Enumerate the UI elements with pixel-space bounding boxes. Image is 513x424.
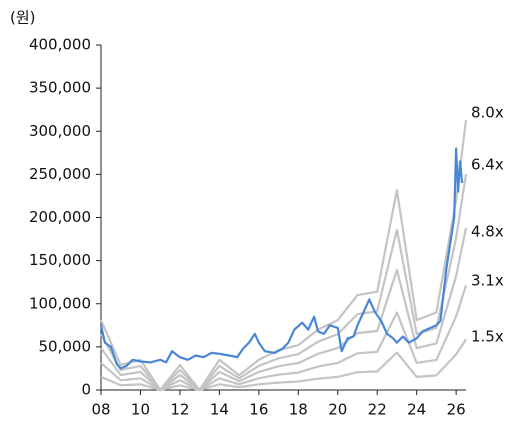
y-tick-label: 400,000 xyxy=(29,36,91,54)
y-tick-label: 200,000 xyxy=(29,208,91,226)
band-line xyxy=(100,338,467,392)
y-tick-label: 150,000 xyxy=(29,251,91,269)
y-tick-label: 250,000 xyxy=(29,165,91,183)
y-tick-label: 100,000 xyxy=(29,294,91,312)
x-tick-label: 20 xyxy=(328,401,347,419)
y-tick-label: 350,000 xyxy=(29,79,91,97)
band-label: 6.4x xyxy=(471,156,504,174)
x-tick-label: 22 xyxy=(368,401,387,419)
x-tick-label: 26 xyxy=(447,401,466,419)
band-label: 1.5x xyxy=(471,328,504,346)
y-tick-label: 300,000 xyxy=(29,122,91,140)
band-label: 3.1x xyxy=(471,272,504,290)
y-axis-label: (원) xyxy=(10,9,36,27)
x-tick-label: 14 xyxy=(210,401,229,419)
y-tick-label: 50,000 xyxy=(39,337,92,355)
x-tick-label: 10 xyxy=(131,401,150,419)
x-tick-label: 08 xyxy=(91,401,110,419)
x-tick-label: 16 xyxy=(249,401,268,419)
x-tick-label: 18 xyxy=(289,401,308,419)
x-tick-label: 12 xyxy=(170,401,189,419)
price-line xyxy=(99,147,464,370)
band-label: 8.0x xyxy=(471,104,504,122)
x-tick-label: 24 xyxy=(407,401,426,419)
y-tick-label: 0 xyxy=(81,381,91,399)
band-label: 4.8x xyxy=(471,223,504,241)
